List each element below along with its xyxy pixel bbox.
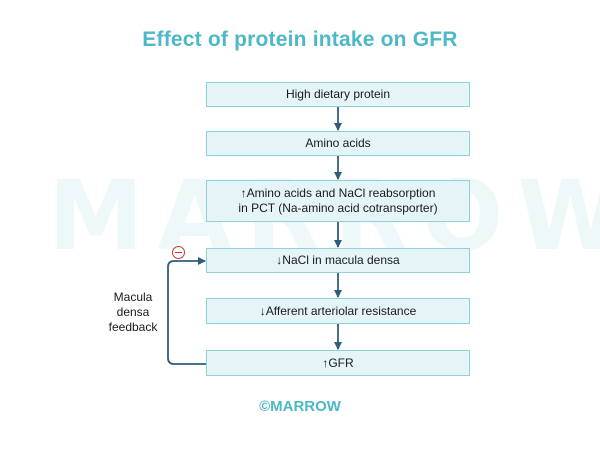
step-afferent-resistance: ↓Afferent arteriolar resistance xyxy=(206,298,470,324)
step-2-label: Amino acids xyxy=(305,136,371,150)
feedback-loop-arrow xyxy=(167,257,206,365)
step-gfr: ↑GFR xyxy=(206,350,470,376)
feedback-label-line3: feedback xyxy=(108,320,158,334)
step-pct-reabsorption: ↑Amino acids and NaCl reabsorption in PC… xyxy=(206,180,470,222)
step-3-label-line2: in PCT (Na-amino acid cotransporter) xyxy=(238,201,438,215)
step-3-label-line1: ↑Amino acids and NaCl reabsorption xyxy=(240,186,436,200)
copyright-footer: ©MARROW xyxy=(259,398,341,415)
step-5-label: ↓Afferent arteriolar resistance xyxy=(259,303,417,318)
step-high-dietary-protein: High dietary protein xyxy=(206,82,470,107)
step-4-label: ↓NaCl in macula densa xyxy=(276,253,400,267)
step-6-label: ↑GFR xyxy=(322,355,354,370)
feedback-label: Macula densa feedback xyxy=(100,290,166,335)
step-1-label: High dietary protein xyxy=(285,87,391,101)
feedback-label-line1: Macula xyxy=(113,290,153,304)
minus-circle-icon xyxy=(172,246,185,259)
step-nacl-macula-densa: ↓NaCl in macula densa xyxy=(206,248,470,273)
step-amino-acids: Amino acids xyxy=(206,131,470,156)
feedback-label-line2: densa xyxy=(116,305,150,319)
diagram-title: Effect of protein intake on GFR xyxy=(142,28,458,51)
